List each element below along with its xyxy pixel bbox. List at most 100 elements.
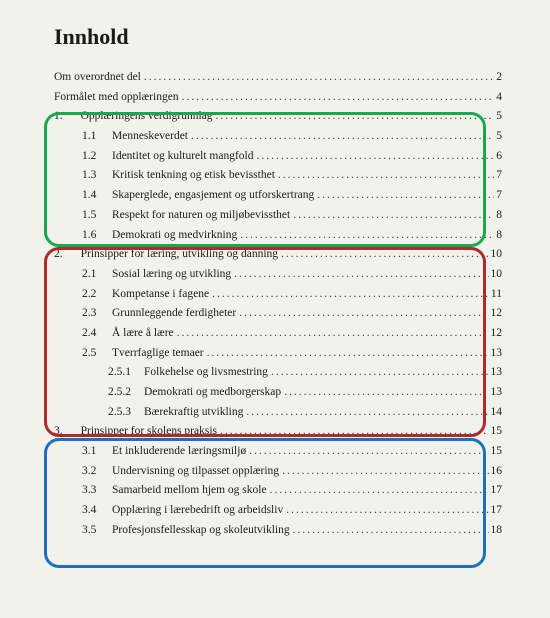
toc-page: 14 bbox=[489, 407, 503, 419]
toc-leader bbox=[236, 308, 488, 320]
toc-entry: 3.3Samarbeid mellom hjem og skole 17 bbox=[82, 485, 502, 497]
toc-text: Prinsipper for læring, utvikling og dann… bbox=[81, 249, 278, 261]
toc-page: 15 bbox=[489, 426, 503, 438]
toc-number: 2. bbox=[54, 249, 81, 261]
toc-entry: 1.2Identitet og kulturelt mangfold 6 bbox=[82, 151, 502, 163]
toc-leader bbox=[267, 485, 489, 497]
toc-text: Identitet og kulturelt mangfold bbox=[112, 151, 253, 163]
toc-entry: 2.Prinsipper for læring, utvikling og da… bbox=[54, 249, 502, 261]
toc-leader bbox=[290, 525, 489, 537]
toc-entry: 2.3Grunnleggende ferdigheter 12 bbox=[82, 308, 502, 320]
toc-text: Å lære å lære bbox=[112, 328, 174, 340]
toc-entry: 3.4Opplæring i lærebedrift og arbeidsliv… bbox=[82, 505, 502, 517]
toc-text: Menneskeverdet bbox=[112, 131, 188, 143]
toc-text: Om overordnet del bbox=[54, 72, 141, 84]
toc-text: Prinsipper for skolens praksis bbox=[81, 426, 217, 438]
toc-page: 12 bbox=[489, 328, 503, 340]
toc-entry: 1.1Menneskeverdet 5 bbox=[82, 131, 502, 143]
toc-number: 3.5 bbox=[82, 525, 112, 537]
toc-page: 7 bbox=[494, 170, 502, 182]
toc-page: 15 bbox=[489, 446, 503, 458]
toc-leader bbox=[290, 210, 494, 222]
toc-text: Respekt for naturen og miljøbevissthet bbox=[112, 210, 290, 222]
toc-text: Profesjonsfellesskap og skoleutvikling bbox=[112, 525, 290, 537]
toc-text: Sosial læring og utvikling bbox=[112, 269, 231, 281]
toc-number: 3.3 bbox=[82, 485, 112, 497]
toc-leader bbox=[209, 289, 489, 301]
toc-text: Opplæringens verdigrunnlag bbox=[81, 111, 213, 123]
toc-page: 4 bbox=[494, 92, 502, 104]
toc-page: 8 bbox=[494, 210, 502, 222]
toc-text: Samarbeid mellom hjem og skole bbox=[112, 485, 267, 497]
toc-number: 2.5 bbox=[82, 348, 112, 360]
toc-number: 2.1 bbox=[82, 269, 112, 281]
toc-text: Kritisk tenkning og etisk bevissthet bbox=[112, 170, 275, 182]
toc-number: 2.3 bbox=[82, 308, 112, 320]
toc-leader bbox=[283, 505, 488, 517]
toc-number: 1.2 bbox=[82, 151, 112, 163]
toc-leader bbox=[278, 249, 488, 261]
toc-page: 5 bbox=[494, 111, 502, 123]
toc-number: 1.5 bbox=[82, 210, 112, 222]
toc-leader bbox=[141, 72, 494, 84]
toc-entry: 3.5Profesjonsfellesskap og skoleutviklin… bbox=[82, 525, 502, 537]
toc-text: Demokrati og medvirkning bbox=[112, 230, 237, 242]
toc-page: 16 bbox=[489, 466, 503, 478]
toc-leader bbox=[281, 387, 488, 399]
toc-leader bbox=[253, 151, 494, 163]
toc-text: Formålet med opplæringen bbox=[54, 92, 179, 104]
toc-page: 12 bbox=[489, 308, 503, 320]
toc-entry: 2.5.3Bærekraftig utvikling14 bbox=[108, 407, 502, 419]
toc-page: 10 bbox=[489, 249, 503, 261]
toc-number: 1.4 bbox=[82, 190, 112, 202]
toc-text: Kompetanse i fagene bbox=[112, 289, 209, 301]
toc-page: 7 bbox=[494, 190, 502, 202]
toc-leader bbox=[179, 92, 495, 104]
toc-page: 2 bbox=[494, 72, 502, 84]
toc-number: 2.5.2 bbox=[108, 387, 144, 399]
toc-leader bbox=[231, 269, 488, 281]
toc-entry: 2.1Sosial læring og utvikling 10 bbox=[82, 269, 502, 281]
toc-entry: 1.6Demokrati og medvirkning 8 bbox=[82, 230, 502, 242]
toc-leader bbox=[246, 446, 488, 458]
toc-number: 1.3 bbox=[82, 170, 112, 182]
toc-text: Folkehelse og livsmestring bbox=[144, 367, 268, 379]
toc-number: 1. bbox=[54, 111, 81, 123]
toc-entry: 3.Prinsipper for skolens praksis15 bbox=[54, 426, 502, 438]
toc-number: 1.6 bbox=[82, 230, 112, 242]
toc-leader bbox=[237, 230, 494, 242]
toc-entry: 1.Opplæringens verdigrunnlag 5 bbox=[54, 111, 502, 123]
toc-number: 2.4 bbox=[82, 328, 112, 340]
toc-entry: 2.4Å lære å lære 12 bbox=[82, 328, 502, 340]
toc-number: 2.5.3 bbox=[108, 407, 144, 419]
toc-page: 8 bbox=[494, 230, 502, 242]
toc-page: 10 bbox=[489, 269, 503, 281]
toc-number: 1.1 bbox=[82, 131, 112, 143]
toc-leader bbox=[314, 190, 494, 202]
toc-page: 17 bbox=[489, 505, 503, 517]
toc-number: 3.1 bbox=[82, 446, 112, 458]
toc-number: 2.5.1 bbox=[108, 367, 144, 379]
toc-page: 17 bbox=[489, 485, 503, 497]
toc-page: 13 bbox=[489, 367, 503, 379]
table-of-contents: Om overordnet del 2 Formålet med opplæring… bbox=[54, 72, 502, 536]
toc-page: 18 bbox=[489, 525, 503, 537]
toc-page: 13 bbox=[489, 387, 503, 399]
toc-leader bbox=[213, 111, 495, 123]
toc-entry: 2.5Tverrfaglige temaer13 bbox=[82, 348, 502, 360]
toc-text: Et inkluderende læringsmiljø bbox=[112, 446, 246, 458]
toc-text: Undervisning og tilpasset opplæring bbox=[112, 466, 279, 478]
toc-text: Grunnleggende ferdigheter bbox=[112, 308, 236, 320]
toc-number: 3.2 bbox=[82, 466, 112, 478]
toc-leader bbox=[204, 348, 489, 360]
toc-entry: 1.5Respekt for naturen og miljøbevissthe… bbox=[82, 210, 502, 222]
toc-leader bbox=[243, 407, 488, 419]
toc-leader bbox=[279, 466, 488, 478]
toc-text: Demokrati og medborgerskap bbox=[144, 387, 281, 399]
toc-page: 6 bbox=[494, 151, 502, 163]
toc-leader bbox=[174, 328, 489, 340]
toc-entry: 2.5.1Folkehelse og livsmestring 13 bbox=[108, 367, 502, 379]
toc-entry: 2.2Kompetanse i fagene11 bbox=[82, 289, 502, 301]
toc-page: 5 bbox=[494, 131, 502, 143]
toc-leader bbox=[188, 131, 494, 143]
